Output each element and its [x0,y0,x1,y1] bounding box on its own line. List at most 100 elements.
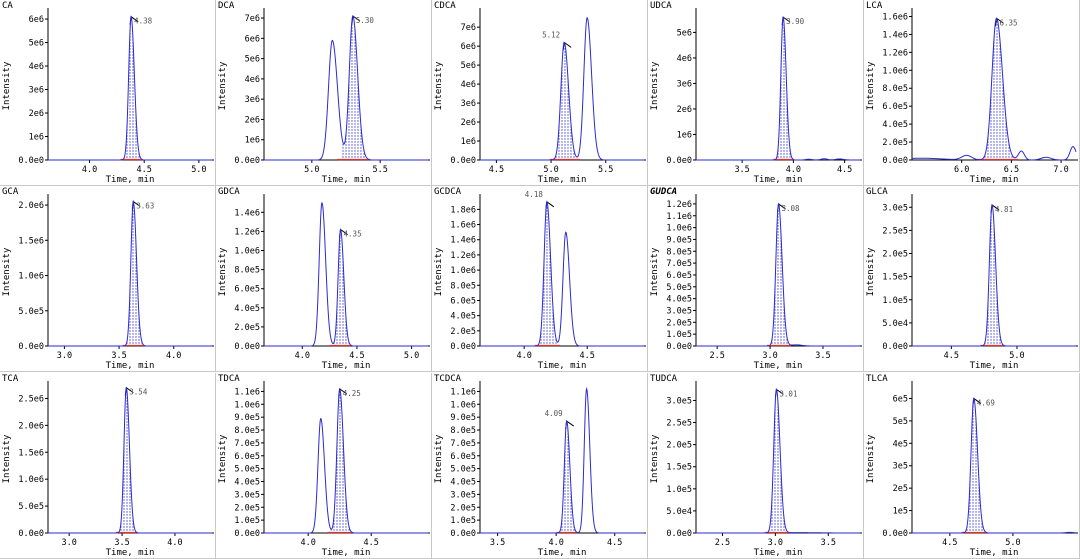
y-tick-label: 8.0e5 [666,247,692,257]
x-tick-label: 5.0 [404,351,419,361]
y-tick-label: 0.0e0 [234,529,260,539]
chromatogram-trace [48,387,212,534]
peak-rt-label: 5.30 [356,16,375,25]
y-tick-label: 9.0e5 [666,235,692,245]
y-tick-label: 1.0e5 [666,330,692,340]
y-axis-label: Intensity [2,434,12,483]
x-tick-label: 3.5 [114,538,129,548]
y-tick-label: 7.0e5 [450,439,476,449]
y-tick-label: 5.0e5 [18,307,44,317]
panel-title: LCA [866,1,883,11]
x-axis-label: Time, min [106,548,155,558]
y-axis-label: Intensity [434,434,444,483]
y-tick-label: 6.0e5 [666,271,692,281]
y-axis-label: Intensity [650,61,660,110]
x-tick-label: 5.0 [1009,351,1024,361]
x-tick-label: 3.0 [762,351,777,361]
chromatogram-panel-gcdca: GCDCA 0.0e0 2.0e5 4.0e5 6.0e5 8.0e5 1.0e6 1.2e6… [432,186,648,372]
y-axis-label: Intensity [866,61,876,110]
x-axis-label: Time, min [538,361,587,371]
x-tick-label: 3.0 [61,538,76,548]
y-tick-label: 1.1e6 [234,387,260,397]
chromatogram-trace [48,199,212,347]
y-tick-label: 2.0e5 [450,327,476,337]
x-tick-label: 5.0 [1005,538,1020,548]
y-tick-label: 0.0e0 [882,342,908,352]
y-tick-label: 4e6 [677,54,692,64]
x-axis-label: Time, min [970,175,1019,185]
y-tick-label: 3.0e5 [666,306,692,316]
y-tick-label: 5e6 [677,28,692,38]
y-tick-label: 2e6 [461,118,476,128]
x-axis-label: Time, min [106,361,155,371]
y-tick-label: 5e6 [29,39,44,49]
chromatogram-trace [912,397,1077,534]
y-tick-label: 6e6 [461,42,476,52]
y-tick-label: 0.0e0 [450,529,476,539]
y-tick-label: 1.2e6 [666,200,692,210]
y-tick-label: 2e6 [245,115,260,125]
y-tick-label: 1.0e6 [882,66,908,76]
x-tick-label: 4.5 [489,165,504,175]
y-tick-label: 6e5 [893,394,908,404]
chromatogram-panel-cdca: CDCA 0.0e0 1e6 2e6 3e6 4e6 5e6 6e6 7e6 4.5 5.0 5.5 T… [432,0,648,186]
y-tick-label: 8.0e5 [234,426,260,436]
y-tick-label: 1.1e6 [450,387,476,397]
y-tick-label: 3e6 [677,79,692,89]
y-tick-label: 4e5 [893,439,908,449]
y-tick-label: 8.0e5 [450,426,476,436]
y-tick-label: 1.6e6 [882,12,908,22]
x-tick-label: 6.5 [1004,165,1019,175]
y-tick-label: 1.0e6 [234,247,260,257]
peak-rt-label: 4.25 [343,389,361,398]
panel-title: GUDCA [650,187,678,197]
peak-rt-label: 4.09 [545,409,563,418]
chromatogram-trace [264,202,428,347]
x-axis-label: Time, min [754,175,803,185]
chromatogram-svg: 0.0e0 1e6 2e6 3e6 4e6 5e6 3.5 4.0 4.5 Time, min In… [650,8,862,185]
y-tick-label: 3.0e5 [450,490,476,500]
x-tick-label: 4.0 [82,165,97,175]
chromatogram-svg: 0.0e0 1e6 2e6 3e6 4e6 5e6 6e6 4.0 4.5 5.0 Time, mi… [2,8,214,185]
panel-title: DCA [218,1,235,11]
chromatogram-trace [264,387,428,534]
x-tick-label: 3.5 [815,351,830,361]
y-tick-label: 4.0e5 [882,120,908,130]
chromatogram-trace [696,388,860,534]
peak-rt-label: 4.38 [134,17,153,26]
y-tick-label: 0.0e0 [666,156,692,166]
peak-rt-label: 4.18 [525,190,544,199]
y-tick-label: 1.0e6 [450,266,476,276]
y-tick-label: 0.0e0 [18,529,44,539]
x-tick-label: 4.0 [295,351,310,361]
y-tick-label: 5.0e4 [882,319,908,329]
y-tick-label: 1.4e6 [234,208,260,218]
y-tick-label: 1.0e5 [450,516,476,526]
y-axis-label: Intensity [434,247,444,296]
y-tick-label: 2.0e5 [450,503,476,513]
x-tick-label: 4.5 [944,351,959,361]
y-tick-label: 1.0e5 [666,485,692,495]
peak-rt-label: 4.69 [977,398,995,407]
y-axis-label: Intensity [866,247,876,296]
chromatogram-svg: 0.0e0 5.0e4 1.0e5 1.5e5 2.0e5 2.5e5 3.0e5 4.5 5.… [866,194,1078,371]
y-axis-label: Intensity [434,61,444,110]
y-tick-label: 0.0e0 [234,342,260,352]
x-tick-label: 3.5 [490,538,505,548]
peak-rt-label: 4.35 [344,230,362,239]
x-axis-label: Time, min [538,175,587,185]
y-tick-label: 4e6 [245,75,260,85]
y-tick-label: 5e6 [245,55,260,65]
chromatogram-trace [912,203,1076,347]
integrated-peak-area [982,18,1013,160]
peak-rt-label: 4.81 [995,205,1013,214]
y-tick-label: 9.0e5 [234,413,260,423]
x-tick-label: 3.0 [57,351,72,361]
x-tick-label: 5.5 [598,165,613,175]
x-tick-label: 4.5 [364,538,379,548]
y-tick-label: 7.0e5 [666,259,692,269]
y-tick-label: 0.0e0 [234,156,260,166]
y-tick-label: 2.0e5 [882,250,908,260]
peak-rt-label: 3.54 [129,388,148,397]
